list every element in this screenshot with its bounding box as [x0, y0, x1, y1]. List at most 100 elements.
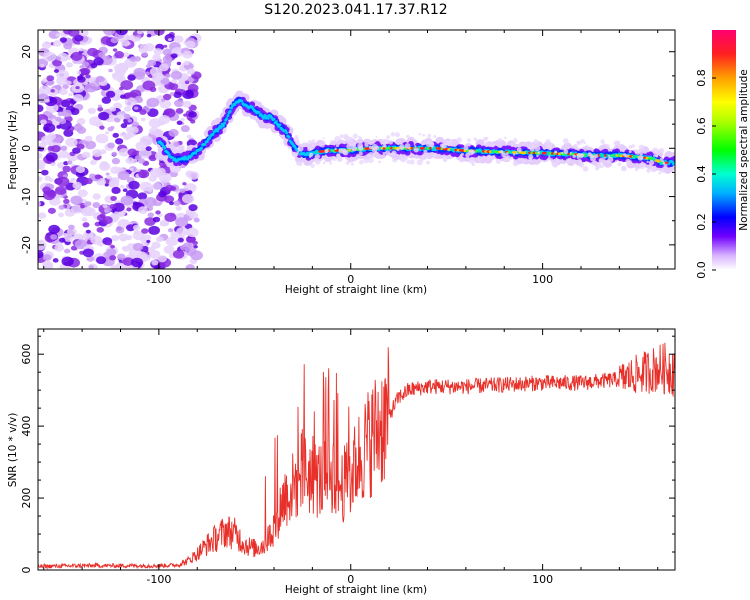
- noise-blob: [164, 212, 177, 223]
- noise-blob: [133, 106, 139, 110]
- noise-blob: [62, 165, 71, 173]
- noise-blob: [104, 183, 109, 187]
- halo-point: [342, 148, 347, 152]
- halo-point: [582, 146, 585, 150]
- noise-blob: [112, 132, 119, 138]
- noise-blob: [114, 138, 124, 145]
- noise-blob: [179, 188, 186, 194]
- noise-blob: [148, 225, 160, 235]
- noise-blob: [75, 123, 81, 127]
- noise-blob: [103, 30, 116, 36]
- halo-point: [358, 136, 362, 140]
- y-tick-label: 0: [20, 567, 33, 574]
- noise-blob: [50, 89, 55, 93]
- noise-blob: [56, 162, 66, 169]
- noise-blob: [193, 217, 200, 223]
- noise-blob: [173, 35, 184, 44]
- noise-blob: [183, 60, 190, 66]
- halo-point: [486, 154, 492, 160]
- noise-blob: [125, 126, 135, 134]
- noise-blob: [141, 51, 148, 57]
- noise-blob: [176, 120, 183, 126]
- halo-point: [347, 136, 354, 143]
- spectrogram-x-tick-labels: -100 0 100: [146, 273, 553, 286]
- noise-blob: [100, 36, 112, 45]
- noise-blob: [174, 99, 185, 108]
- ridge-point: [211, 132, 215, 136]
- noise-blob: [38, 165, 45, 170]
- noise-blob: [55, 56, 62, 61]
- ridge-point: [257, 110, 261, 114]
- noise-blob: [106, 175, 112, 180]
- noise-blob: [187, 171, 200, 180]
- noise-blob: [113, 102, 123, 110]
- noise-blob: [120, 184, 125, 189]
- noise-blob: [130, 257, 144, 268]
- noise-blob: [146, 97, 160, 108]
- noise-blob: [53, 40, 62, 47]
- noise-blob: [116, 253, 126, 261]
- halo-point: [431, 141, 434, 145]
- halo-point: [578, 153, 584, 159]
- noise-blob: [80, 204, 86, 209]
- halo-point: [625, 158, 631, 164]
- noise-blob: [185, 235, 196, 244]
- noise-blob: [163, 245, 175, 254]
- noise-blob: [147, 59, 157, 67]
- noise-blob: [173, 200, 181, 206]
- noise-blob: [183, 183, 197, 193]
- halo-point: [295, 140, 300, 145]
- noise-blob: [86, 255, 95, 262]
- halo-point: [578, 161, 585, 168]
- noise-blob: [84, 177, 93, 185]
- halo-point: [603, 156, 606, 159]
- noise-blob: [146, 239, 151, 244]
- noise-blob: [90, 62, 98, 69]
- noise-blob: [111, 234, 120, 242]
- noise-blob: [163, 108, 176, 118]
- noise-blob: [101, 96, 112, 104]
- halo-point: [390, 132, 396, 137]
- noise-blob: [64, 248, 71, 254]
- noise-blob: [112, 48, 118, 52]
- noise-blob: [185, 40, 196, 49]
- noise-blob: [120, 195, 134, 206]
- noise-blob: [193, 244, 198, 249]
- noise-blob: [120, 123, 128, 129]
- halo-point: [521, 159, 526, 163]
- noise-blob: [186, 190, 193, 195]
- halo-point: [307, 140, 312, 145]
- noise-blob: [46, 75, 55, 82]
- halo-point: [459, 158, 464, 163]
- halo-point: [384, 139, 389, 144]
- ridge-point: [287, 135, 291, 139]
- halo-point: [334, 147, 337, 151]
- halo-point: [295, 135, 299, 139]
- halo-point: [335, 143, 340, 148]
- halo-point: [598, 157, 605, 163]
- colorbar-ticks: 0.0 0.2 0.4 0.6 0.8: [695, 69, 716, 279]
- noise-blob: [110, 37, 119, 44]
- halo-point: [382, 144, 385, 148]
- ridge-point: [203, 142, 207, 146]
- halo-point: [551, 161, 557, 167]
- halo-point: [382, 151, 386, 156]
- noise-blob: [133, 70, 146, 80]
- halo-point: [473, 137, 478, 141]
- x-tick-label: 100: [532, 573, 553, 586]
- noise-blob: [82, 81, 88, 86]
- noise-blob: [163, 44, 168, 48]
- colorbar-tick-label: 0.2: [695, 213, 708, 231]
- noise-blob: [81, 217, 88, 222]
- noise-blob: [169, 92, 175, 96]
- halo-point: [537, 151, 540, 154]
- halo-point: [431, 145, 434, 148]
- noise-blob: [121, 246, 127, 250]
- halo-point: [386, 135, 391, 139]
- noise-blob: [43, 190, 56, 201]
- halo-point: [369, 145, 373, 150]
- halo-point: [533, 139, 539, 145]
- halo-point: [583, 147, 588, 152]
- noise-blob: [60, 99, 71, 108]
- noise-blob: [165, 236, 178, 247]
